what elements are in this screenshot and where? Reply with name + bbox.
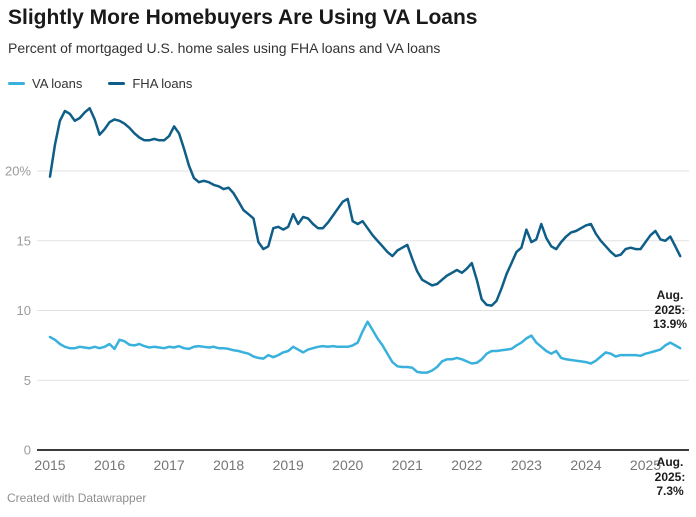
x-tick-label: 2015 [34,457,65,473]
legend-label-va-loans: VA loans [32,76,83,91]
fha-loans-line [48,106,682,307]
y-tick-label: 5 [24,373,31,388]
x-tick-label: 2022 [451,457,482,473]
x-tick-label: 2019 [273,457,304,473]
y-tick-label: 0 [24,443,31,458]
x-tick-label: 2023 [511,457,542,473]
chart-subtitle: Percent of mortgaged U.S. home sales usi… [8,40,441,56]
legend-item-fha-loans: FHA loans [108,76,192,91]
plot-area: 0 5 10 15 20% 2015 2016 2017 2018 2019 2020 2021 202… [0,100,696,498]
attribution-link[interactable]: Created with Datawrapper [7,491,147,505]
legend: VA loans FHA loans [8,76,192,91]
x-tick-label: 2025 [630,457,661,473]
legend-label-fha-loans: FHA loans [132,76,193,91]
legend-item-va-loans: VA loans [8,76,82,91]
va-loans-swatch-icon [8,82,25,85]
chart-title: Slightly More Homebuyers Are Using VA Lo… [8,6,478,29]
y-tick-label: 10 [17,303,31,318]
annotation-va-aug-2025: Aug. 2025: 7.3% [654,455,686,498]
fha-loans-swatch-icon [108,82,126,85]
va-loans-line [48,320,682,374]
y-tick-label: 15 [17,233,31,248]
x-tick-label: 2017 [154,457,185,473]
x-tick-label: 2018 [213,457,244,473]
x-tick-label: 2024 [570,457,601,473]
annotation-fha-aug-2025: Aug. 2025: 13.9% [652,288,688,331]
y-tick-label: 20% [5,164,31,179]
x-tick-label: 2021 [392,457,423,473]
plot-svg: 0 5 10 15 20% 2015 2016 2017 2018 2019 2020 2021 202… [5,106,689,473]
x-tick-label: 2016 [94,457,125,473]
x-tick-label: 2020 [332,457,363,473]
